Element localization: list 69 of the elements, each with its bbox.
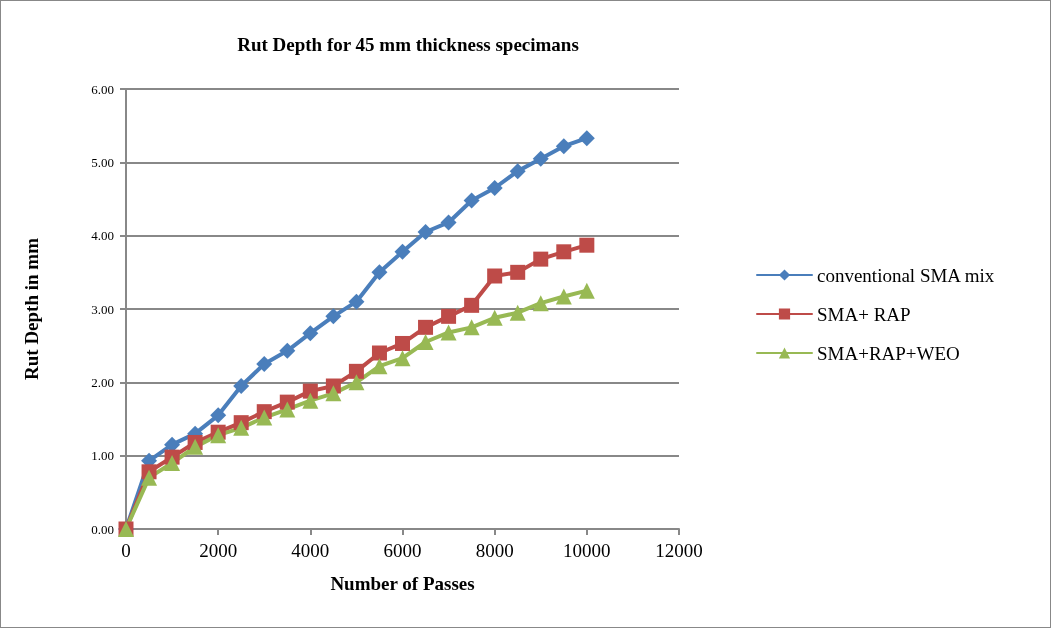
x-tick-label: 10000	[563, 540, 611, 561]
x-tick-label: 4000	[291, 540, 330, 561]
point	[187, 438, 204, 455]
point	[302, 392, 319, 409]
point	[348, 293, 365, 310]
point	[556, 244, 572, 260]
y-tick-label: 3.00	[91, 301, 114, 317]
point	[579, 237, 595, 253]
point	[302, 383, 318, 399]
point	[555, 138, 572, 155]
x-tick-label: 2000	[199, 540, 238, 561]
point	[256, 409, 273, 426]
point	[348, 363, 364, 379]
point	[417, 224, 434, 240]
chart-title: Rut Depth for 45 mm thickness specimans	[237, 34, 579, 55]
y-tick-label: 6.00	[91, 81, 114, 97]
point	[464, 297, 480, 313]
point	[578, 130, 595, 147]
point	[279, 342, 296, 359]
point	[233, 419, 250, 436]
point	[417, 334, 434, 350]
point	[487, 268, 503, 284]
y-tick-label: 5.00	[91, 154, 114, 170]
point	[510, 264, 526, 280]
y-tick-label: 2.00	[91, 374, 114, 390]
point	[141, 469, 158, 486]
legend-label: SMA+RAP+WEO	[817, 342, 960, 364]
point	[441, 308, 457, 324]
point	[302, 325, 319, 342]
point	[440, 214, 457, 231]
point	[555, 288, 572, 305]
point	[418, 319, 434, 335]
point	[533, 251, 549, 267]
y-axis-title: Rut Depth in mm	[21, 237, 42, 380]
point	[394, 350, 411, 367]
point	[509, 163, 526, 180]
point	[279, 401, 296, 418]
x-tick-label: 6000	[383, 540, 422, 561]
point	[233, 378, 250, 394]
point	[371, 264, 388, 281]
point	[164, 455, 181, 471]
point	[486, 180, 503, 196]
y-tick-label: 1.00	[91, 448, 114, 464]
point	[371, 358, 388, 375]
x-tick-label: 0	[121, 540, 131, 561]
point	[395, 335, 410, 351]
point	[486, 309, 503, 326]
point	[463, 319, 480, 336]
point	[210, 407, 227, 424]
point	[325, 308, 342, 325]
point	[325, 385, 342, 402]
point	[210, 427, 227, 444]
x-axis-title: Number of Passes	[330, 573, 475, 594]
x-tick-label: 8000	[475, 540, 514, 561]
point	[532, 150, 549, 167]
legend-label: conventional SMA mix	[817, 264, 995, 286]
point	[532, 295, 549, 312]
point	[463, 192, 480, 209]
point	[394, 243, 411, 260]
legend-label: SMA+ RAP	[817, 303, 911, 325]
y-tick-label: 4.00	[91, 228, 114, 244]
x-tick-label: 12000	[655, 540, 703, 561]
point	[509, 304, 526, 321]
point	[440, 324, 457, 341]
point	[371, 345, 387, 361]
point	[578, 282, 595, 299]
y-tick-label: 0.00	[91, 521, 114, 537]
point	[256, 356, 273, 372]
point	[348, 374, 365, 391]
